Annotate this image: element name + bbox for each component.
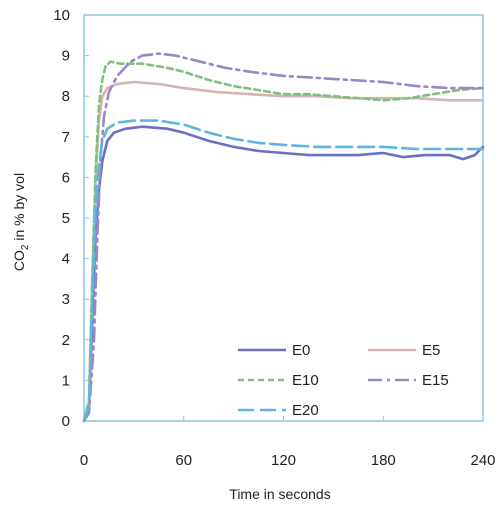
y-tick-label: 6 bbox=[62, 169, 70, 186]
y-tick-label: 9 bbox=[62, 48, 70, 65]
series-line-e15 bbox=[82, 52, 485, 423]
x-tick-label: 240 bbox=[470, 452, 495, 469]
series-line-e20 bbox=[82, 119, 485, 423]
y-tick-label: 1 bbox=[62, 372, 70, 389]
x-axis-title: Time in seconds bbox=[229, 486, 330, 502]
y-tick-label: 7 bbox=[62, 129, 70, 146]
legend-label-e0: E0 bbox=[292, 342, 310, 359]
legend-label-e15: E15 bbox=[422, 372, 449, 389]
series-layer bbox=[82, 52, 485, 423]
y-axis-title: CO2 in % by vol bbox=[11, 173, 31, 271]
y-tick-label: 8 bbox=[62, 88, 70, 105]
y-axis-title-subscript: 2 bbox=[20, 244, 31, 250]
x-axis-ticks: 0 60 120 180 240 bbox=[80, 416, 496, 469]
x-tick-label: 180 bbox=[371, 452, 396, 469]
y-tick-label: 2 bbox=[62, 332, 70, 349]
y-tick-label: 4 bbox=[62, 251, 70, 268]
x-tick-label: 60 bbox=[175, 452, 192, 469]
x-tick-label: 120 bbox=[271, 452, 296, 469]
y-axis-title-rest: in % by vol bbox=[11, 173, 27, 245]
series-line-e10 bbox=[82, 60, 485, 423]
y-tick-label: 3 bbox=[62, 291, 70, 308]
x-tick-label: 0 bbox=[80, 452, 88, 469]
y-tick-label: 0 bbox=[62, 413, 70, 430]
legend-label-e10: E10 bbox=[292, 372, 319, 389]
y-tick-label: 10 bbox=[53, 7, 70, 24]
legend-label-e20: E20 bbox=[292, 402, 319, 419]
legend-label-e5: E5 bbox=[422, 342, 440, 359]
y-tick-label: 5 bbox=[62, 210, 70, 227]
y-axis-title-main: CO bbox=[11, 250, 27, 271]
legend: E0 E5 E10 E15 E20 bbox=[238, 342, 449, 419]
y-axis-ticks: 0 1 2 3 4 5 6 7 8 9 10 bbox=[53, 7, 89, 430]
